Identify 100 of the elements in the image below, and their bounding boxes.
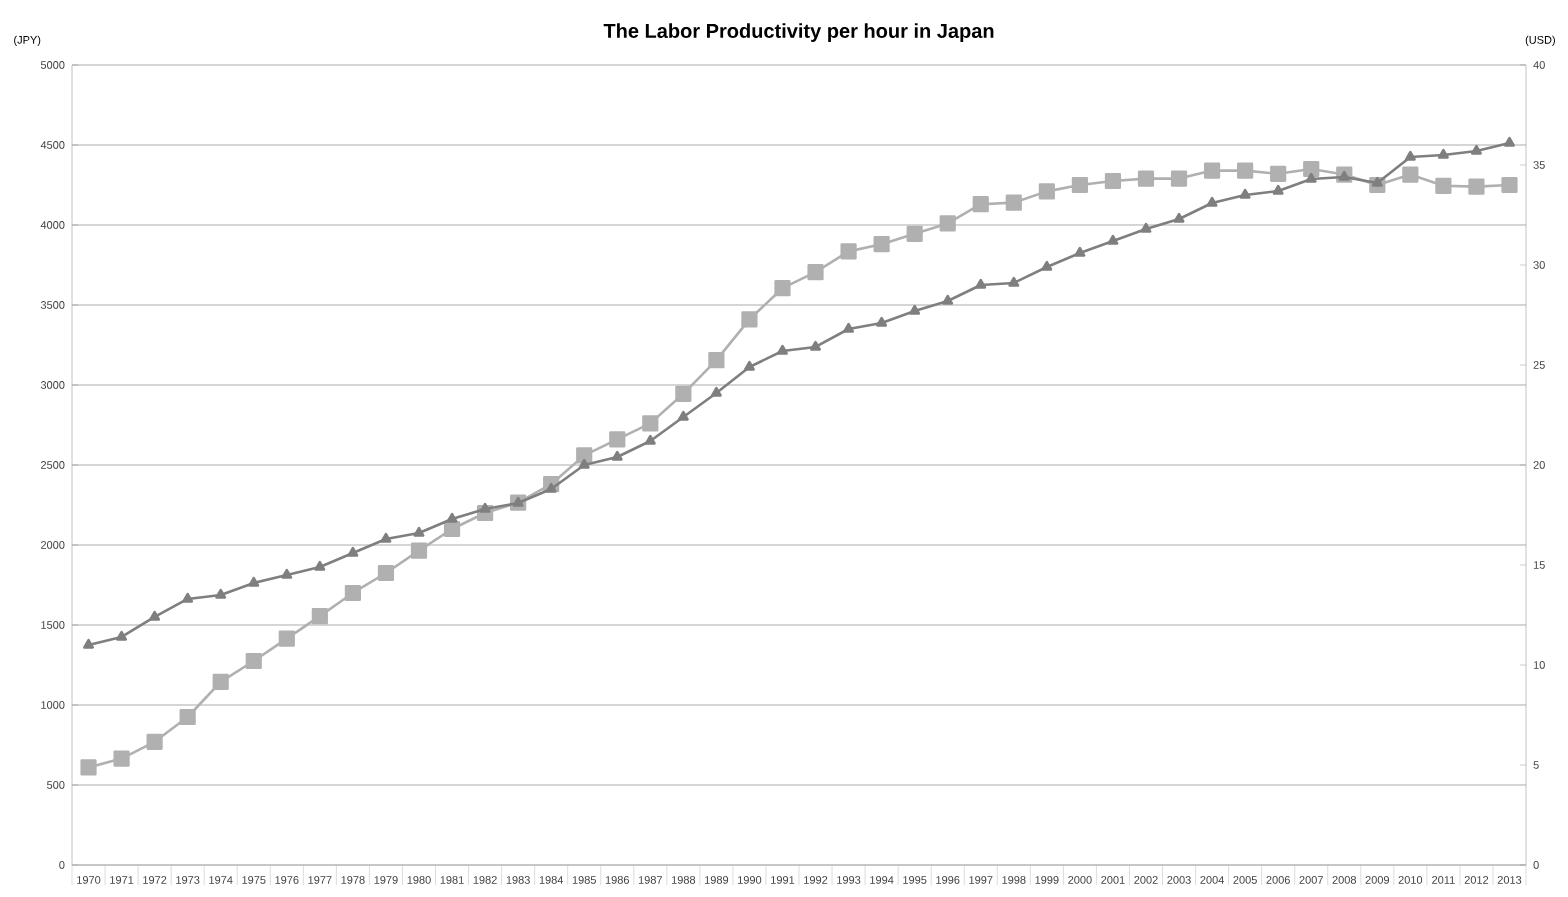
point [1239, 188, 1251, 199]
point [876, 316, 888, 327]
point [347, 546, 359, 557]
y-axis-title: (JPY) [14, 35, 41, 46]
point [873, 236, 890, 253]
point [1305, 172, 1317, 183]
x-tick-label: 2009 [1365, 876, 1390, 884]
point [1468, 178, 1485, 195]
x-tick-label: 1972 [143, 876, 167, 884]
point [774, 280, 791, 297]
point [1140, 222, 1152, 233]
point [741, 311, 758, 328]
y-tick-label: 3000 [40, 381, 65, 389]
point [906, 225, 923, 242]
point [146, 733, 163, 750]
point [1074, 246, 1086, 257]
point [479, 502, 491, 513]
point [576, 447, 593, 464]
point [642, 415, 659, 432]
point [1303, 160, 1320, 178]
x-tick-label: 1994 [870, 876, 894, 884]
chart-title: The Labor Productivity per hour in Japan [603, 23, 994, 42]
x-tick-label: 1973 [176, 876, 200, 884]
x-tick-label: 2002 [1134, 876, 1158, 884]
point [83, 638, 94, 649]
point [281, 568, 293, 579]
point [1071, 176, 1088, 194]
x-tick-label: 2008 [1332, 876, 1357, 884]
y2-tick-label: 30 [1533, 261, 1545, 269]
x-tick-label: 1992 [804, 876, 828, 884]
x-tick-label: 1991 [771, 876, 795, 884]
y2-axis-title: (USD) [1525, 35, 1555, 46]
x-tick-label: 2001 [1101, 876, 1125, 884]
point [1104, 172, 1122, 190]
x-tick-label: 1977 [308, 876, 332, 884]
point [843, 322, 855, 333]
point [611, 450, 623, 461]
point [1338, 170, 1350, 181]
point [413, 526, 425, 537]
point [840, 243, 857, 260]
point [1371, 176, 1383, 187]
x-tick-label: 2004 [1200, 876, 1224, 884]
x-tick-label: 2010 [1398, 876, 1423, 884]
point [245, 652, 262, 670]
x-tick-label: 1981 [440, 876, 464, 884]
point [1504, 136, 1515, 147]
point [1107, 234, 1119, 245]
point [710, 386, 722, 397]
point [512, 496, 524, 507]
point [1270, 165, 1287, 182]
point [708, 352, 725, 369]
x-tick-label: 1997 [969, 876, 993, 884]
point [972, 196, 989, 213]
x-tick-label: 2007 [1299, 876, 1323, 884]
y2-tick-label: 0 [1533, 861, 1539, 869]
y-tick-label: 2500 [41, 461, 65, 469]
y-tick-label: 2000 [41, 541, 65, 549]
point [1435, 177, 1452, 194]
point [1173, 212, 1185, 223]
y-tick-label: 4000 [40, 221, 65, 229]
y2-tick-label: 40 [1533, 61, 1545, 69]
x-tick-label: 2012 [1464, 876, 1489, 884]
point [248, 576, 260, 587]
point [942, 294, 954, 305]
point [1008, 276, 1020, 287]
x-tick-label: 1998 [1002, 876, 1026, 884]
x-tick-label: 2000 [1068, 876, 1092, 884]
point [149, 610, 161, 621]
y-tick-label: 500 [47, 781, 65, 789]
point [113, 750, 130, 767]
x-tick-label: 1996 [936, 876, 960, 884]
y-tick-label: 0 [59, 861, 65, 869]
x-tick-label: 1999 [1035, 876, 1059, 884]
x-tick-label: 1974 [209, 876, 233, 884]
point [939, 215, 956, 232]
point [1237, 162, 1254, 179]
point [644, 434, 656, 445]
point [1272, 184, 1284, 195]
y2-tick-label: 25 [1533, 361, 1545, 369]
x-tick-label: 1993 [837, 876, 861, 884]
point [377, 564, 395, 582]
point [677, 410, 689, 421]
point [807, 264, 824, 281]
point [810, 340, 821, 351]
x-tick-label: 2003 [1167, 876, 1191, 884]
point [311, 608, 328, 625]
y2-tick-label: 20 [1533, 461, 1545, 469]
y2-tick-label: 15 [1533, 561, 1545, 569]
x-tick-label: 2005 [1233, 876, 1257, 884]
x-tick-label: 1984 [539, 876, 564, 884]
y2-tick-label: 5 [1533, 761, 1539, 769]
point [1203, 162, 1221, 179]
point [578, 458, 590, 469]
point [1206, 196, 1218, 207]
y2-tick-label: 35 [1533, 161, 1545, 169]
x-tick-label: 1980 [407, 876, 431, 884]
y-tick-label: 1500 [41, 621, 65, 629]
point [675, 385, 692, 402]
y-tick-label: 1000 [41, 701, 65, 709]
point [1170, 170, 1188, 187]
